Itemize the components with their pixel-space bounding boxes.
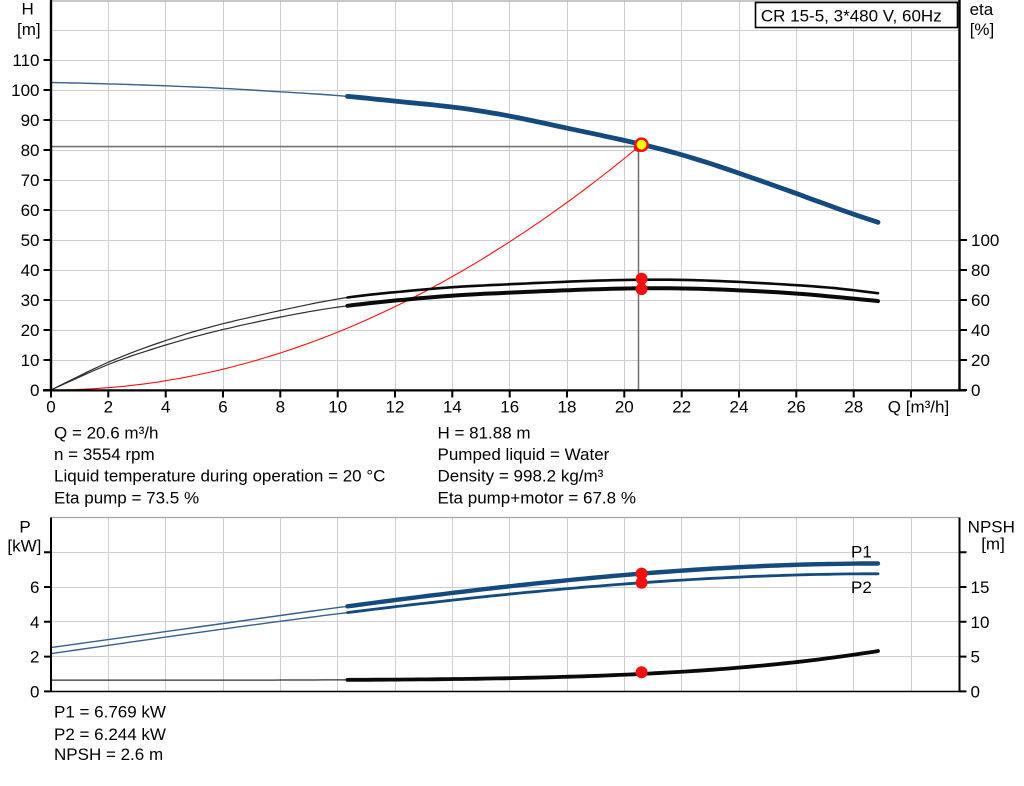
svg-text:60: 60	[21, 201, 40, 220]
svg-text:6: 6	[30, 578, 39, 597]
svg-text:2: 2	[104, 397, 113, 416]
svg-text:eta: eta	[970, 0, 994, 19]
svg-text:20: 20	[21, 321, 40, 340]
svg-text:0: 0	[971, 381, 980, 400]
svg-text:100: 100	[11, 81, 39, 100]
svg-text:22: 22	[672, 397, 691, 416]
svg-text:Liquid temperature during oper: Liquid temperature during operation = 20…	[54, 467, 385, 486]
svg-text:2: 2	[30, 648, 39, 667]
svg-text:P2 = 6.244 kW: P2 = 6.244 kW	[54, 725, 166, 744]
svg-text:20: 20	[615, 397, 634, 416]
svg-text:P1: P1	[851, 542, 872, 561]
svg-text:Q [m³/h]: Q [m³/h]	[888, 397, 949, 416]
svg-text:50: 50	[21, 231, 40, 250]
svg-text:0: 0	[30, 381, 39, 400]
svg-text:6: 6	[218, 397, 227, 416]
svg-text:70: 70	[21, 171, 40, 190]
svg-text:10: 10	[21, 351, 40, 370]
svg-text:Density = 998.2 kg/m³: Density = 998.2 kg/m³	[438, 467, 604, 486]
svg-text:H: H	[21, 0, 33, 19]
svg-text:[%]: [%]	[970, 20, 995, 39]
svg-text:CR 15-5, 3*480 V, 60Hz: CR 15-5, 3*480 V, 60Hz	[761, 6, 942, 25]
svg-text:[m]: [m]	[981, 535, 1005, 554]
svg-text:40: 40	[21, 261, 40, 280]
svg-text:n = 3554 rpm: n = 3554 rpm	[54, 445, 155, 464]
svg-text:0: 0	[46, 397, 55, 416]
svg-text:26: 26	[787, 397, 806, 416]
svg-text:0: 0	[30, 683, 39, 702]
svg-text:5: 5	[971, 648, 980, 667]
svg-text:60: 60	[971, 291, 990, 310]
svg-text:80: 80	[21, 141, 40, 160]
svg-text:Q = 20.6 m³/h: Q = 20.6 m³/h	[54, 423, 158, 442]
svg-text:110: 110	[12, 51, 39, 70]
svg-text:100: 100	[971, 231, 999, 250]
svg-text:4: 4	[30, 613, 39, 632]
svg-text:10: 10	[971, 613, 990, 632]
svg-text:P1 = 6.769 kW: P1 = 6.769 kW	[54, 703, 166, 722]
svg-text:H = 81.88 m: H = 81.88 m	[438, 423, 531, 442]
svg-text:0: 0	[971, 683, 980, 702]
svg-text:NPSH: NPSH	[968, 517, 1015, 536]
svg-text:P2: P2	[851, 578, 872, 597]
svg-text:Pumped liquid = Water: Pumped liquid = Water	[438, 445, 610, 464]
svg-text:Eta pump = 73.5 %: Eta pump = 73.5 %	[54, 488, 199, 507]
svg-text:NPSH = 2.6 m: NPSH = 2.6 m	[54, 745, 163, 764]
svg-text:8: 8	[276, 397, 285, 416]
svg-text:12: 12	[386, 397, 405, 416]
svg-text:18: 18	[558, 397, 577, 416]
svg-text:90: 90	[21, 111, 40, 130]
svg-text:[m]: [m]	[17, 20, 41, 39]
svg-text:10: 10	[328, 397, 347, 416]
svg-text:30: 30	[21, 291, 40, 310]
svg-text:4: 4	[161, 397, 170, 416]
svg-text:14: 14	[443, 397, 462, 416]
svg-text:Eta pump+motor = 67.8 %: Eta pump+motor = 67.8 %	[438, 488, 636, 507]
svg-text:28: 28	[844, 397, 863, 416]
svg-text:16: 16	[500, 397, 519, 416]
svg-text:40: 40	[971, 321, 990, 340]
svg-text:15: 15	[971, 578, 990, 597]
svg-text:80: 80	[971, 261, 990, 280]
svg-text:P: P	[19, 517, 30, 536]
svg-text:24: 24	[730, 397, 749, 416]
svg-text:[kW]: [kW]	[7, 537, 41, 556]
svg-text:20: 20	[971, 351, 990, 370]
